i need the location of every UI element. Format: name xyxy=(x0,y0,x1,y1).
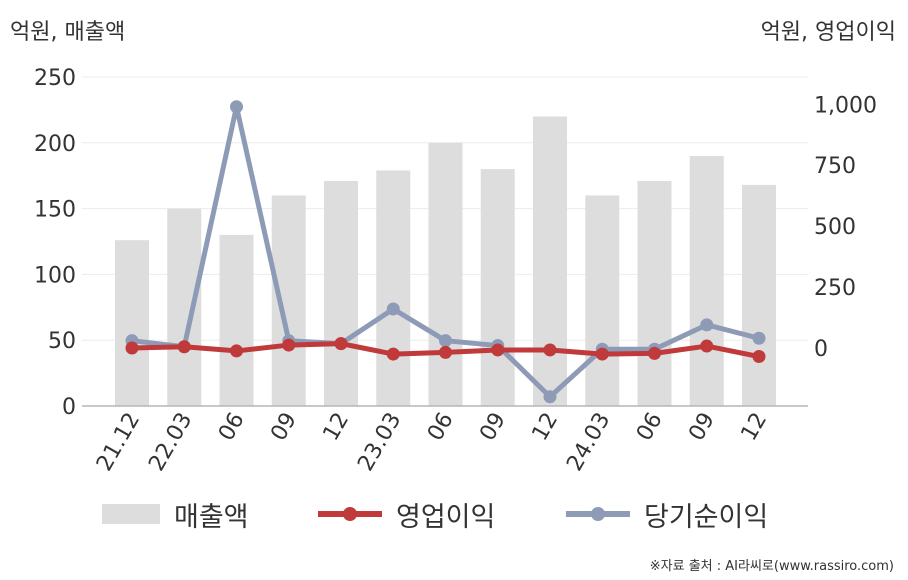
x-axis-tick-label: 06 xyxy=(632,409,668,446)
x-axis-tick-label: 09 xyxy=(475,409,511,446)
x-axis-tick-label: 09 xyxy=(266,409,302,446)
operating-profit-point xyxy=(491,343,505,357)
left-axis-tick-label: 50 xyxy=(48,329,76,354)
net-income-point xyxy=(439,334,452,348)
x-axis-tick-label: 21.12 xyxy=(92,409,145,476)
revenue-bar xyxy=(376,170,411,406)
legend-item-operating-profit: 영업이익 xyxy=(318,492,495,536)
bar-series xyxy=(115,116,776,407)
x-axis-tick-label: 09 xyxy=(684,409,720,446)
right-axis-tick-label: 750 xyxy=(814,154,856,179)
net-income-point xyxy=(230,100,243,114)
x-axis-tick-label: 12 xyxy=(528,409,564,446)
source-note: ※자료 출처 : AI라씨로(www.rassiro.com) xyxy=(649,559,894,574)
revenue-bar xyxy=(689,155,724,406)
operating-profit-point xyxy=(230,344,243,358)
operating-profit-point xyxy=(282,338,296,352)
left-axis-tick-label: 150 xyxy=(34,198,76,223)
operating-profit-point xyxy=(125,341,139,355)
revenue-bar xyxy=(637,180,672,406)
revenue-bar xyxy=(480,169,515,406)
left-axis-tick-label: 0 xyxy=(62,395,76,420)
revenue-bar xyxy=(324,180,358,406)
right-axis-tick-label: 500 xyxy=(814,215,856,240)
legend-net-income-swatch xyxy=(566,507,630,521)
legend-operating-profit-swatch xyxy=(318,507,382,521)
operating-profit-point xyxy=(177,340,191,354)
legend-revenue-label: 매출액 xyxy=(174,501,249,533)
net-income-point xyxy=(700,318,714,332)
operating-profit-point xyxy=(595,347,609,361)
left-axis-tick-label: 100 xyxy=(34,263,76,288)
legend-revenue-swatch xyxy=(102,504,160,524)
revenue-bar xyxy=(742,184,776,406)
operating-profit-point xyxy=(752,350,766,364)
legend-item-net-income: 당기순이익 xyxy=(566,492,768,536)
revenue-bar xyxy=(167,208,202,406)
x-axis-ticks: 21.12 22.03 06 09 12 23.03 06 09 12 24.03 06 09 12 xyxy=(92,409,772,476)
x-axis-tick-label: 06 xyxy=(423,409,459,446)
left-axis-unit-label: 억원, 매출액 xyxy=(10,20,126,45)
x-axis-tick-label: 22.03 xyxy=(144,409,197,476)
legend-operating-profit-label: 영업이익 xyxy=(396,501,496,533)
right-axis-tick-label: 1,000 xyxy=(814,93,877,118)
revenue-bar xyxy=(115,240,149,406)
revenue-bar xyxy=(533,116,567,406)
left-axis-ticks: 0 50 100 150 200 250 xyxy=(34,66,76,420)
right-axis-tick-label: 0 xyxy=(814,337,828,362)
left-axis-tick-label: 200 xyxy=(34,132,76,157)
left-axis-tick-label: 250 xyxy=(34,66,76,91)
operating-profit-point xyxy=(543,343,557,357)
operating-profit-point xyxy=(648,346,661,360)
operating-profit-point xyxy=(334,337,348,351)
x-axis-tick-label: 23.03 xyxy=(353,409,406,476)
line-series xyxy=(125,100,766,404)
right-axis-ticks: 0 250 500 750 1,000 xyxy=(814,93,877,362)
x-axis-tick-label: 24.03 xyxy=(562,409,615,476)
right-axis-unit-label: 억원, 영업이익 xyxy=(760,20,896,45)
revenue-bar xyxy=(271,195,306,406)
net-income-point xyxy=(543,390,557,404)
legend-net-income-label: 당기순이익 xyxy=(644,501,769,533)
right-axis-tick-label: 250 xyxy=(814,276,856,301)
revenue-bar xyxy=(219,234,254,406)
operating-profit-point xyxy=(700,339,714,353)
net-income-point xyxy=(752,331,766,345)
chart: 0 50 100 150 200 250 0 250 500 750 1,000 21.12 22.… xyxy=(34,66,877,476)
revenue-bar xyxy=(428,142,463,407)
x-axis-tick-label: 06 xyxy=(214,409,250,446)
operating-profit-point xyxy=(386,347,400,361)
legend-item-revenue: 매출액 xyxy=(102,492,249,536)
revenue-bar xyxy=(585,195,620,406)
x-axis-tick-label: 12 xyxy=(319,409,355,446)
operating-profit-point xyxy=(439,345,452,359)
x-axis-tick-label: 12 xyxy=(737,409,773,446)
net-income-point xyxy=(386,302,400,316)
